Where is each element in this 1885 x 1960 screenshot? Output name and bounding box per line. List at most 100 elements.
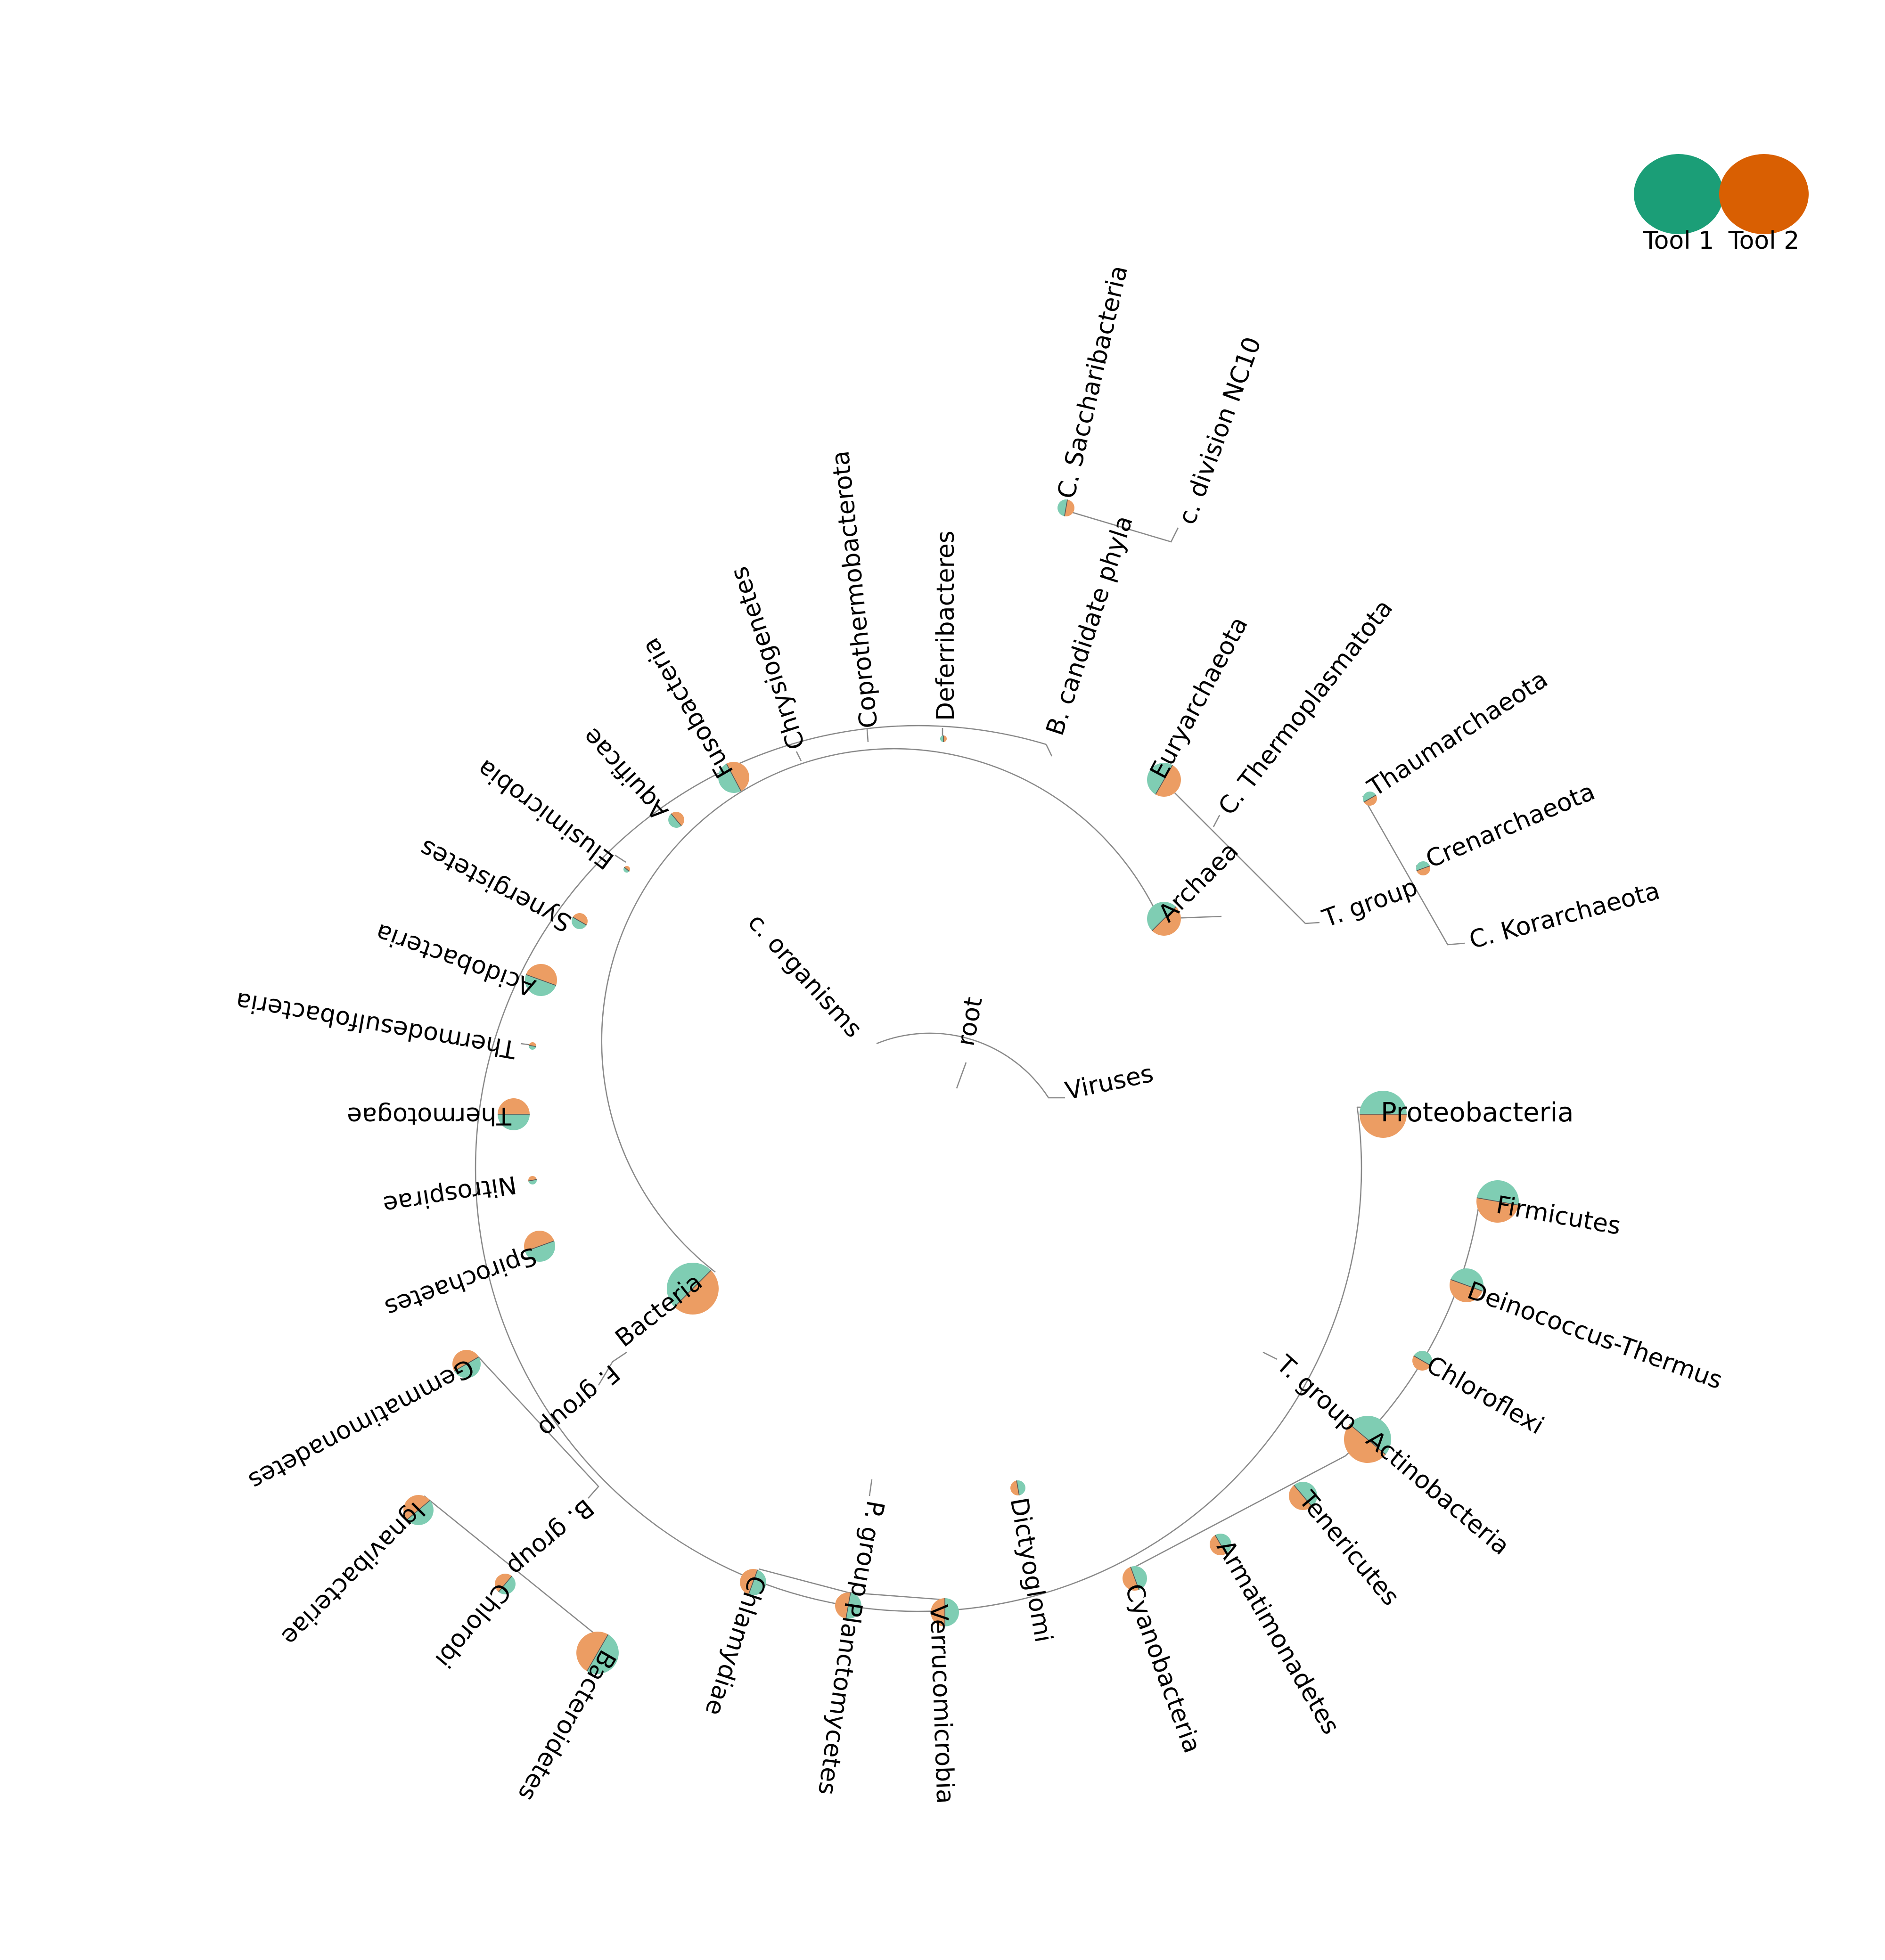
branch-pvc-stem (869, 1479, 873, 1496)
pie-nitrospirae (528, 1176, 537, 1184)
pie-bacteria-tool-2 (674, 1270, 719, 1315)
label-bacteroidetes: Bacteroidetes (512, 1645, 622, 1806)
label-cyanobacteria: Cyanobacteria (1119, 1580, 1206, 1757)
pie-crenarchaeota-tool-2 (1416, 866, 1430, 876)
pie-thermotogae (498, 1098, 530, 1130)
pie-saccharibacteria (1057, 499, 1074, 517)
pie-elusimicrobia-tool-1 (623, 867, 630, 873)
pie-actinobacteria-tool-2 (1344, 1424, 1386, 1463)
branch-candidate-phyla-stem (1045, 744, 1053, 757)
pie-dictyoglomi (1010, 1480, 1025, 1495)
pie-fusobacteria-tool-2 (726, 762, 749, 792)
pie-euryarchaeota-tool-1 (1147, 763, 1172, 795)
pie-actinobacteria-tool-1 (1349, 1416, 1391, 1455)
pie-archaea-tool-1 (1147, 902, 1176, 931)
pie-saccharibacteria-divider (1064, 499, 1068, 516)
label-elusimicrobia: Elusimicrobia (472, 754, 619, 875)
branch-bacteroidetes-chlorobi-fan (424, 1495, 597, 1636)
pie-tenericutes (1289, 1482, 1317, 1511)
label-fusobacteria: Fusobacteria (636, 633, 739, 783)
pie-actinobacteria-divider (1349, 1424, 1386, 1455)
label-ignavibacteriae: Ignavibacteriae (276, 1496, 430, 1651)
pie-armatimonadetes-tool-2 (1209, 1535, 1226, 1555)
tree-labels: root c. organisms Viruses Archaea Euryar… (234, 263, 1726, 1806)
pie-chlamydiae-divider (748, 1569, 758, 1595)
pie-euryarchaeota-divider (1155, 765, 1173, 795)
label-bacteroidetes-chlorobi-group: B. group (501, 1493, 599, 1581)
pie-deferribacteres-tool-2 (943, 735, 947, 742)
pie-spirochaetes (524, 1230, 555, 1262)
pie-ignavibacteriae-tool-2 (403, 1495, 430, 1520)
pie-armatimonadetes (1209, 1533, 1232, 1555)
pie-thermotogae-tool-2 (498, 1098, 530, 1114)
pie-bacteria (667, 1263, 719, 1315)
pie-synergistetes-tool-1 (572, 917, 587, 929)
pie-armatimonadetes-divider (1214, 1535, 1227, 1554)
label-gemmatimonadetes: Gemmatimonadetes (244, 1353, 479, 1495)
pie-aquificae (668, 812, 684, 828)
label-chlamydiae: Chlamydiae (699, 1572, 771, 1719)
branch-candidate-phyla-fan (1060, 508, 1179, 543)
label-korarchaeota: C. Korarchaeota (1466, 877, 1663, 955)
pie-armatimonadetes-tool-1 (1215, 1533, 1232, 1554)
label-thermotogae: Thermotogae (347, 1102, 512, 1130)
pie-ignavibacteriae-tool-1 (407, 1500, 434, 1525)
pie-gemmatimonadetes (452, 1349, 481, 1378)
pie-acidobacteria (525, 964, 557, 996)
pie-fusobacteria-divider (726, 763, 742, 792)
label-verrucomicrobia: Verrucomicrobia (924, 1604, 959, 1805)
label-thermodesulfobacteria: Thermodesulfobacteria (234, 987, 519, 1064)
pie-bacteroidetes-tool-1 (587, 1634, 619, 1674)
label-armatimonadetes: Armatimonadetes (1211, 1535, 1345, 1740)
pie-thaumarchaeota-divider (1363, 794, 1377, 803)
pie-spirochaetes-divider (525, 1240, 555, 1252)
pie-gemmatimonadetes-tool-1 (454, 1357, 481, 1378)
label-saccharibacteria: C. Saccharibacteria (1052, 263, 1133, 501)
pie-firmicutes-tool-1 (1476, 1180, 1519, 1205)
label-fcb-group: F. group (533, 1359, 625, 1443)
pie-acidobacteria-tool-1 (525, 974, 556, 996)
pie-aquificae-divider (671, 813, 682, 826)
label-chloroflexi: Chloroflexi (1422, 1350, 1549, 1440)
label-chlorobi: Chlorobi (429, 1577, 516, 1673)
pie-bacteroidetes-tool-2 (576, 1632, 608, 1671)
pie-thermotogae-tool-1 (498, 1114, 530, 1130)
branch-fcb-stem (598, 1351, 627, 1386)
pie-firmicutes (1476, 1180, 1519, 1223)
label-dictyoglomi: Dictyoglomi (1004, 1495, 1057, 1644)
pie-chloroflexi-divider (1413, 1355, 1431, 1366)
pie-spirochaetes-tool-2 (524, 1230, 555, 1252)
pie-aquificae-tool-1 (668, 813, 681, 828)
pie-firmicutes-divider (1476, 1197, 1519, 1206)
pie-aquificae-tool-2 (671, 812, 684, 826)
pie-gemmatimonadetes-divider (454, 1356, 479, 1372)
pie-proteobacteria-tool-2 (1360, 1114, 1407, 1138)
pie-cyanobacteria-divider (1130, 1567, 1139, 1590)
pie-fusobacteria (718, 762, 749, 793)
pie-chlorobi-tool-1 (498, 1576, 516, 1595)
pie-cyanobacteria-tool-1 (1131, 1566, 1147, 1590)
pie-euryarchaeota (1147, 763, 1181, 797)
label-thaumarchaeota: Thaumarchaeota (1362, 665, 1553, 802)
label-firmicutes: Firmicutes (1494, 1191, 1623, 1241)
pie-archaea-divider (1151, 906, 1177, 931)
pie-actinobacteria (1344, 1416, 1391, 1463)
pie-chloroflexi (1412, 1351, 1432, 1371)
pie-verrucomicrobia-tool-1 (945, 1598, 959, 1626)
branch-elusimicrobia (615, 854, 626, 863)
pie-planctomycetes-tool-2 (835, 1592, 851, 1619)
pie-fusobacteria-tool-1 (718, 763, 741, 793)
pie-nitrospirae-divider (528, 1179, 537, 1182)
pie-bacteroidetes-divider (586, 1634, 609, 1672)
legend-swatch-tool-2 (1719, 154, 1809, 234)
label-nitrospirae: Nitrospirae (381, 1170, 518, 1219)
pie-synergistetes-divider (572, 916, 587, 926)
pie-chlorobi-divider (498, 1576, 512, 1592)
label-archaea: Archaea (1153, 837, 1244, 928)
label-synergistetes: Synergistetes (415, 833, 576, 937)
pie-firmicutes-tool-2 (1476, 1198, 1519, 1223)
pie-gemmatimonadetes-tool-2 (452, 1349, 479, 1371)
pie-dictyoglomi-divider (1016, 1480, 1020, 1495)
branch-thermoplasmatota (1213, 815, 1221, 827)
pie-cyanobacteria (1123, 1566, 1147, 1591)
